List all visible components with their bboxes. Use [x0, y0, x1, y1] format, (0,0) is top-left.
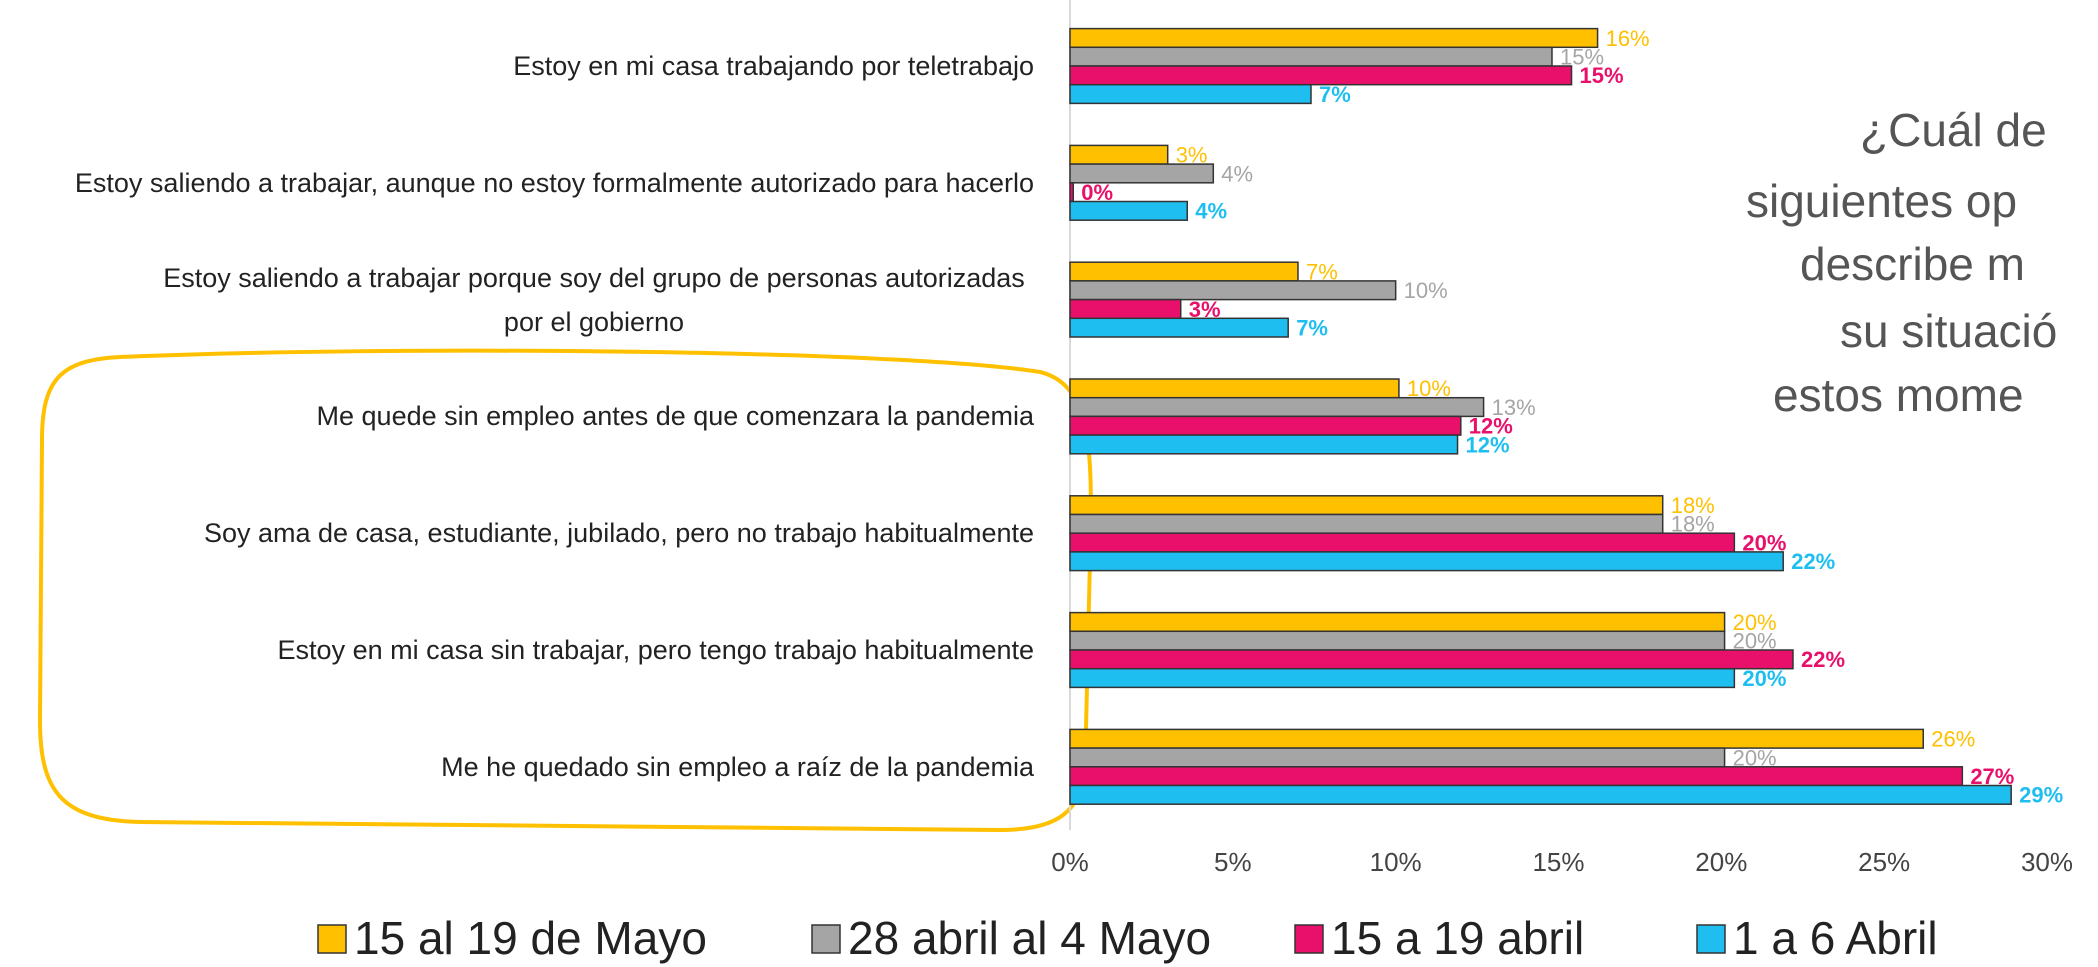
bar [1069, 630, 1726, 651]
value-label: 4% [1221, 161, 1253, 186]
bar [1069, 27, 1599, 49]
legend-label: 1 a 6 Abril [1733, 912, 1938, 964]
bar [1069, 532, 1736, 553]
category-text: Estoy saliendo a trabajar porque soy del… [163, 262, 1025, 337]
title-line: estos mome [1773, 369, 2024, 421]
value-label: 13% [1492, 395, 1536, 420]
bar [1069, 65, 1573, 86]
bar [1069, 434, 1459, 455]
value-label: 4% [1195, 199, 1227, 224]
value-label: 18% [1671, 493, 1715, 518]
bar [1069, 784, 2012, 805]
category-text: Estoy saliendo a trabajar, aunque no est… [74, 167, 1034, 198]
value-label: 12% [1469, 414, 1513, 439]
bar [1069, 83, 1312, 105]
legend-label: 15 al 19 de Mayo [354, 912, 707, 964]
x-tick-label: 0% [1051, 847, 1089, 877]
value-label: 20% [1742, 666, 1786, 691]
legend-swatch [1294, 924, 1324, 954]
value-label: 12% [1466, 432, 1510, 457]
x-tick-label: 25% [1858, 847, 1910, 877]
category-label: Estoy en mi casa sin trabajar, pero teng… [278, 600, 1034, 700]
bar [1069, 182, 1075, 203]
category-text: Estoy en mi casa trabajando por teletrab… [513, 51, 1034, 81]
bar [1069, 551, 1784, 572]
value-label: 7% [1296, 315, 1328, 340]
category-label: Estoy saliendo a trabajar porque soy del… [154, 250, 1034, 350]
title-line: ¿Cuál de [1860, 104, 2047, 156]
bar [1069, 495, 1664, 516]
x-tick-label: 10% [1370, 847, 1422, 877]
bar [1069, 611, 1726, 633]
bar [1069, 396, 1485, 418]
bar [1069, 317, 1289, 338]
bar [1069, 261, 1299, 282]
legend-swatch [1696, 924, 1726, 954]
legend-swatch [317, 924, 347, 954]
value-label: 10% [1404, 278, 1448, 303]
legend-swatch [811, 924, 841, 954]
bar [1069, 728, 1924, 749]
value-label: 16% [1606, 26, 1650, 51]
bar [1069, 163, 1215, 184]
category-label: Me he quedado sin empleo a raíz de la pa… [441, 717, 1034, 817]
bar [1069, 200, 1188, 221]
category-label: Soy ama de casa, estudiante, jubilado, p… [204, 483, 1034, 583]
bar [1069, 649, 1794, 670]
title-line: siguientes op [1746, 175, 2017, 227]
bar [1069, 415, 1462, 436]
legend-label: 28 abril al 4 Mayo [848, 912, 1211, 964]
x-tick-label: 15% [1532, 847, 1584, 877]
bar [1069, 766, 1964, 787]
bar [1069, 667, 1736, 689]
bar [1069, 144, 1169, 165]
bar [1069, 280, 1397, 301]
category-text: Me he quedado sin empleo a raíz de la pa… [441, 751, 1034, 782]
legend-label: 15 a 19 abril [1331, 912, 1584, 964]
title-line: describe m [1800, 238, 2025, 290]
x-tick-label: 20% [1695, 847, 1747, 877]
value-label: 29% [2019, 783, 2063, 808]
category-label: Estoy saliendo a trabajar, aunque no est… [75, 133, 1034, 233]
category-text: Me quede sin empleo antes de que comenza… [316, 401, 1034, 432]
category-text: Estoy en mi casa sin trabajar, pero teng… [277, 635, 1034, 665]
bar [1069, 747, 1726, 768]
category-text: Soy ama de casa, estudiante, jubilado, p… [203, 518, 1034, 549]
bar [1069, 378, 1400, 399]
value-label: 20% [1733, 610, 1777, 635]
category-label: Me quede sin empleo antes de que comenza… [317, 366, 1034, 466]
bar [1069, 513, 1664, 534]
x-tick-label: 5% [1214, 847, 1252, 877]
x-tick-label: 30% [2021, 847, 2073, 877]
bar [1069, 46, 1553, 67]
bar [1069, 298, 1182, 320]
value-label: 7% [1319, 82, 1351, 107]
category-label: Estoy en mi casa trabajando por teletrab… [513, 16, 1034, 116]
value-label: 22% [1801, 647, 1845, 672]
value-label: 26% [1931, 727, 1975, 752]
value-label: 22% [1791, 549, 1835, 574]
title-line: su situació [1840, 305, 2057, 357]
value-label: 15% [1580, 63, 1624, 88]
